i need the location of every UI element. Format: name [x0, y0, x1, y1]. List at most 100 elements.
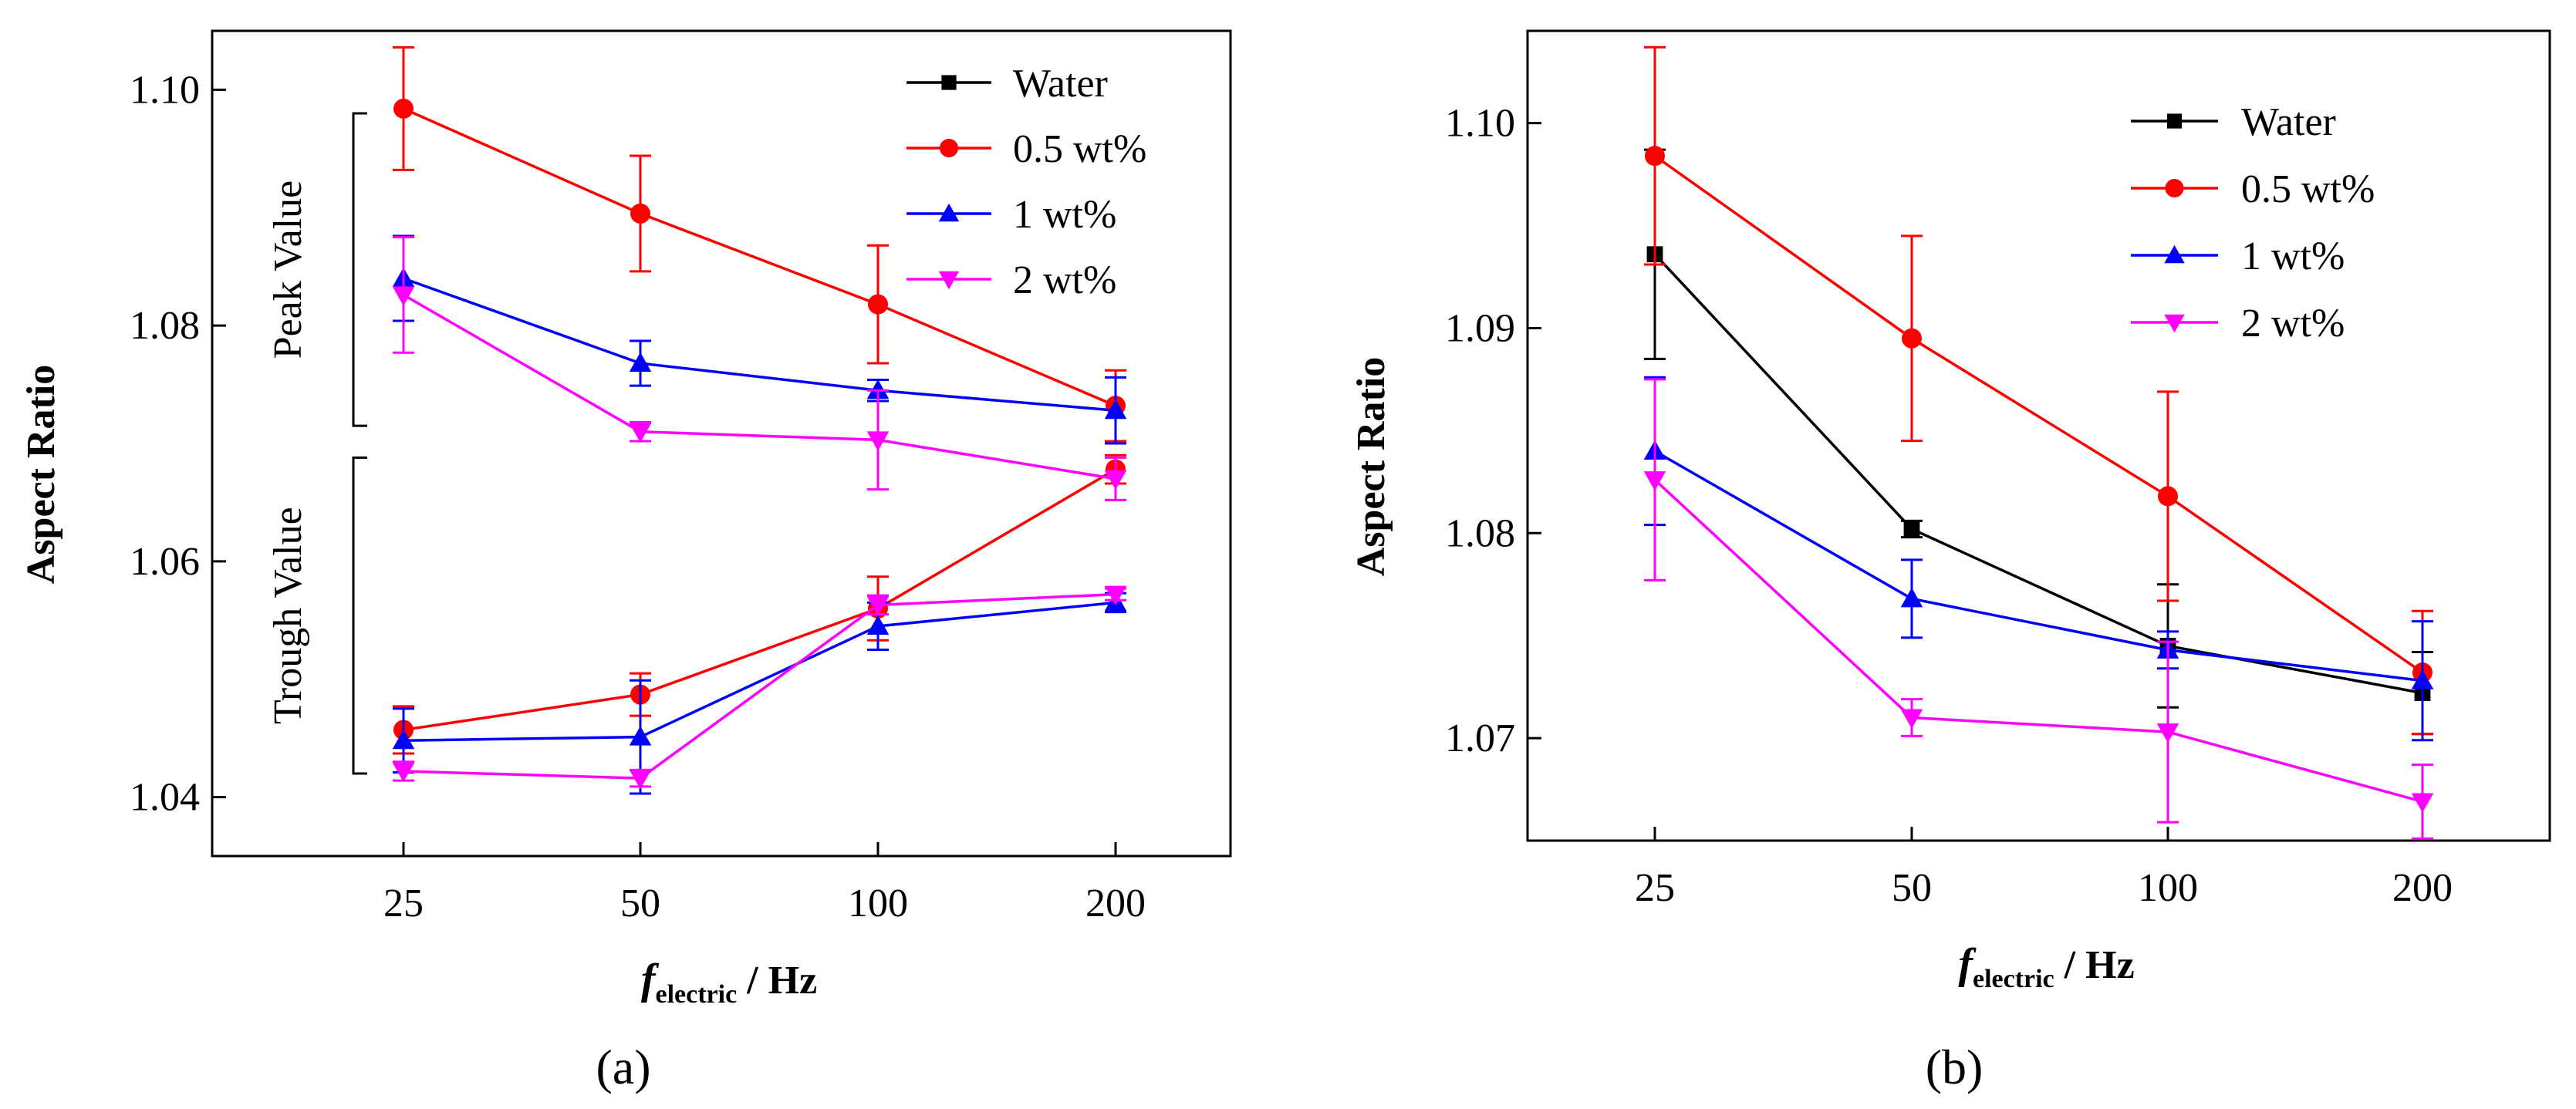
x-axis-subscript: electric [656, 980, 738, 1009]
data-point [392, 729, 415, 750]
data-point [868, 294, 888, 315]
data-point [1900, 588, 1923, 608]
series-line [403, 592, 1116, 780]
y-axis-title: Aspect Ratio [19, 365, 63, 585]
x-axis-unit: / Hz [737, 959, 817, 1003]
data-point [1900, 709, 1923, 729]
plot-area [1526, 29, 2551, 842]
data-point [1104, 470, 1127, 490]
series-1-wt [1643, 376, 2434, 742]
data-point [629, 726, 652, 746]
x-tick-label: 100 [2138, 866, 2198, 910]
data-point [629, 423, 652, 443]
x-tick-label: 50 [1892, 866, 1932, 910]
plot-area [211, 29, 1232, 858]
legend-marker [938, 203, 960, 222]
legend-label: 1 wt% [2241, 234, 2345, 278]
series-line [403, 277, 1116, 412]
data-point [1902, 328, 1922, 349]
data-point [393, 98, 414, 119]
data-point [1104, 585, 1127, 605]
data-point [629, 352, 652, 372]
data-point [1104, 399, 1127, 420]
annotation-peak-value: Peak Value [266, 180, 310, 359]
legend-marker [2165, 179, 2184, 197]
annotation-bracket [352, 456, 367, 775]
legend-marker [2164, 244, 2185, 264]
legend-marker [938, 271, 960, 290]
y-tick-label: 1.08 [1445, 511, 1515, 555]
data-point [1645, 146, 1665, 167]
x-axis-subscript: electric [1973, 965, 2054, 993]
series-0-5-wt-peak [393, 46, 1126, 443]
data-point [392, 286, 415, 306]
panel-label: (b) [1926, 1040, 1983, 1094]
legend-item-water: Water [906, 62, 1108, 106]
panel-label: (a) [596, 1040, 650, 1094]
legend-label: 0.5 wt% [2241, 167, 2375, 211]
data-point [392, 762, 415, 783]
series-2-wt-peak [392, 236, 1127, 501]
y-axis-title: Aspect Ratio [1349, 357, 1393, 577]
data-point [1643, 471, 1666, 491]
series-line [1653, 253, 2423, 695]
legend-label: Water [1013, 62, 1108, 106]
legend-item-2-wt: 2 wt% [906, 258, 1116, 302]
series-line [403, 107, 1116, 407]
legend-item-0-5-wt: 0.5 wt% [2131, 167, 2375, 211]
series-2-wt [1643, 378, 2434, 840]
legend-item-1-wt: 1 wt% [2131, 234, 2345, 278]
legend-label: 0.5 wt% [1013, 127, 1146, 171]
legend-item-2-wt: 2 wt% [2131, 302, 2345, 346]
data-point [2156, 723, 2179, 743]
y-tick-label: 1.04 [130, 776, 200, 820]
series-0-5-wt-trough [393, 453, 1126, 755]
data-point [629, 770, 652, 790]
series-2-wt-trough [392, 585, 1127, 790]
x-tick-label: 50 [620, 881, 660, 925]
x-tick-label: 25 [383, 881, 424, 925]
data-point [2411, 793, 2434, 813]
series-line [1654, 450, 2423, 683]
data-point [2158, 486, 2178, 507]
series-line [403, 293, 1116, 480]
series-0-5-wt [1644, 46, 2433, 736]
data-point [1903, 521, 1920, 538]
data-point [630, 203, 650, 224]
y-tick-label: 1.10 [1445, 102, 1515, 146]
x-axis-title: felectric / Hz [641, 956, 817, 1009]
legend-item-1-wt: 1 wt% [906, 193, 1116, 237]
x-tick-label: 25 [1635, 866, 1675, 910]
legend-marker [941, 75, 957, 90]
panel-a: 1.04 1.06 1.08 1.10 25 50 100 200 felectric / Hz… [19, 29, 1232, 1094]
legend: Water 0.5 wt% 1 wt% 2 wt% [2131, 100, 2375, 346]
annotation-bracket [352, 112, 367, 427]
x-axis-title: felectric / Hz [1958, 940, 2134, 993]
series-line [1653, 154, 2423, 674]
legend-label: 2 wt% [2241, 302, 2345, 346]
y-tick-label: 1.06 [130, 540, 200, 584]
x-tick-label: 200 [2392, 866, 2453, 910]
annotation-trough-value: Trough Value [266, 507, 310, 724]
legend-marker [2166, 113, 2183, 129]
y-tick-label: 1.08 [130, 304, 200, 348]
legend-item-0-5-wt: 0.5 wt% [906, 127, 1146, 171]
data-point [2411, 669, 2434, 689]
data-point [866, 596, 890, 616]
series-1-wt-trough [392, 592, 1127, 795]
data-point [866, 379, 890, 399]
x-tick-label: 200 [1085, 881, 1146, 925]
series-line [1653, 478, 2423, 804]
y-tick-label: 1.07 [1445, 716, 1515, 760]
legend-label: 1 wt% [1013, 193, 1116, 237]
legend-item-water: Water [2131, 100, 2336, 144]
x-axis-unit: / Hz [2054, 943, 2135, 987]
legend-marker [2164, 314, 2185, 333]
y-tick-label: 1.10 [130, 68, 200, 112]
legend-label: 2 wt% [1013, 258, 1116, 302]
legend-marker [940, 139, 958, 157]
panel-b: 1.07 1.08 1.09 1.10 25 50 100 200 felectric / Hz… [1349, 29, 2551, 1094]
legend: Water 0.5 wt% 1 wt% 2 wt% [906, 62, 1146, 302]
data-point [866, 615, 890, 635]
